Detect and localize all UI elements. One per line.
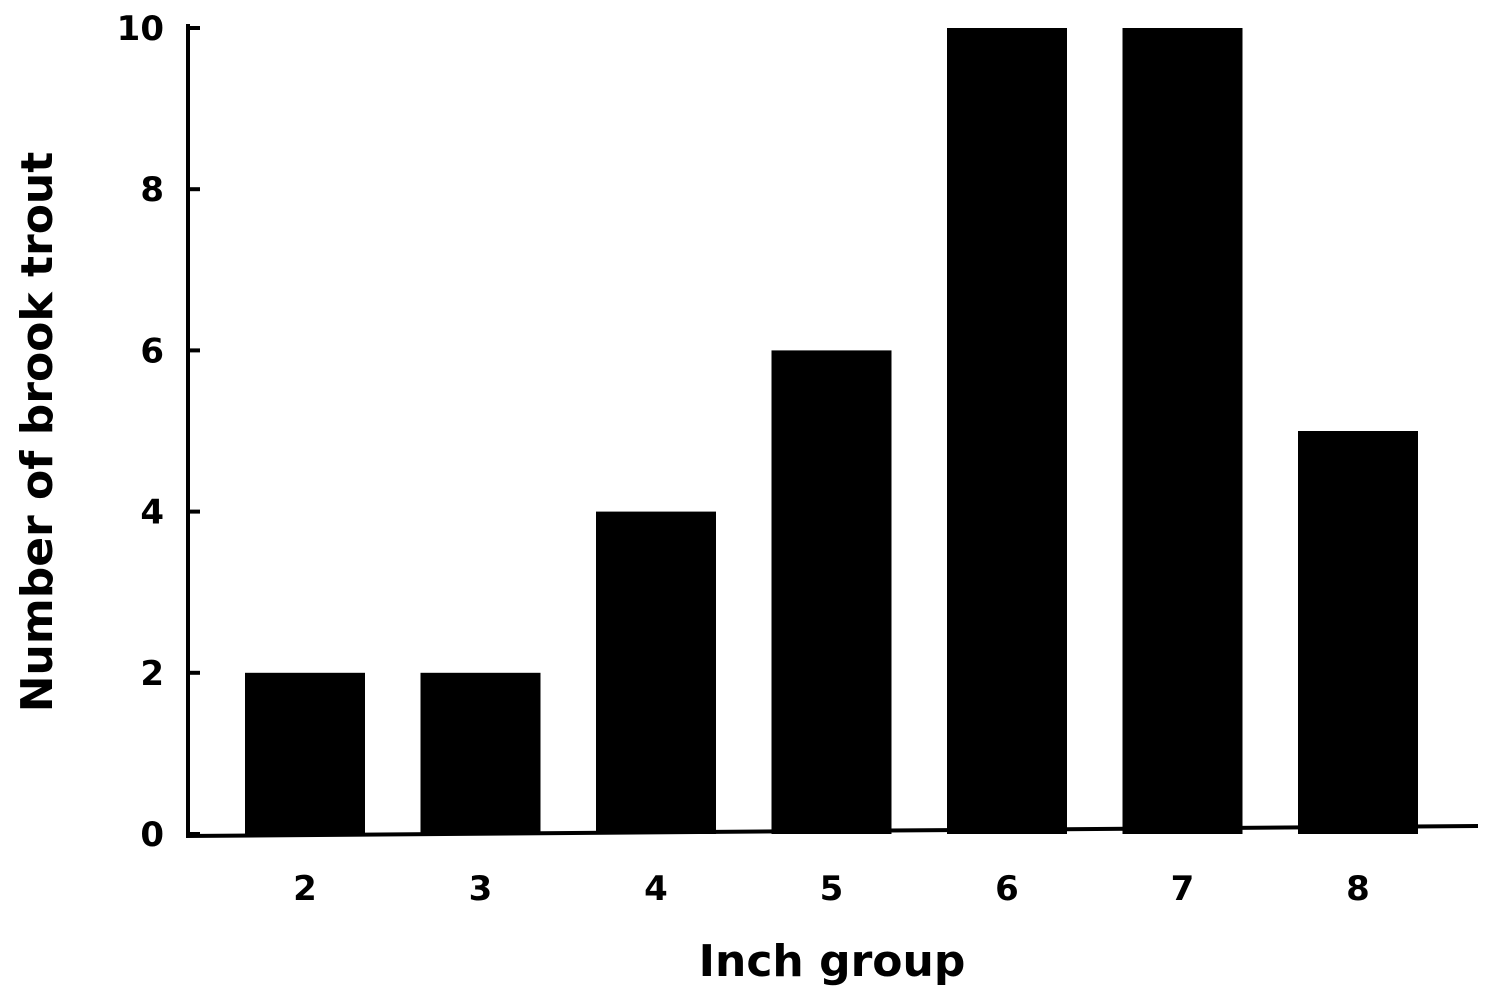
y-axis-title: Number of brook trout xyxy=(12,152,63,713)
bar-5 xyxy=(771,350,892,834)
y-tick-label-8: 8 xyxy=(140,170,164,210)
bar-8 xyxy=(1298,431,1418,834)
x-tick-label-2: 2 xyxy=(293,869,317,909)
x-tick-label-6: 6 xyxy=(995,869,1019,909)
y-tick-label-0: 0 xyxy=(140,815,164,855)
x-axis-title: Inch group xyxy=(699,936,966,987)
bar-6 xyxy=(947,28,1067,834)
x-tick-label-3: 3 xyxy=(469,869,493,909)
bar-4 xyxy=(596,511,716,834)
plot-area: 0 2 4 6 8 10 2 3 4 5 6 7 8 xyxy=(117,9,1479,909)
y-tick-label-4: 4 xyxy=(140,493,164,533)
bar-2 xyxy=(245,672,365,834)
x-tick-label-8: 8 xyxy=(1346,869,1370,909)
x-axis-line xyxy=(185,824,1479,838)
x-tick-label-4: 4 xyxy=(644,869,668,909)
y-tick-label-6: 6 xyxy=(140,331,164,371)
y-tick-label-2: 2 xyxy=(140,654,164,694)
bar-7 xyxy=(1122,28,1243,834)
x-tick-label-5: 5 xyxy=(820,869,844,909)
bar-3 xyxy=(420,672,541,834)
y-tick-label-10: 10 xyxy=(117,9,164,49)
x-tick-label-7: 7 xyxy=(1171,869,1195,909)
